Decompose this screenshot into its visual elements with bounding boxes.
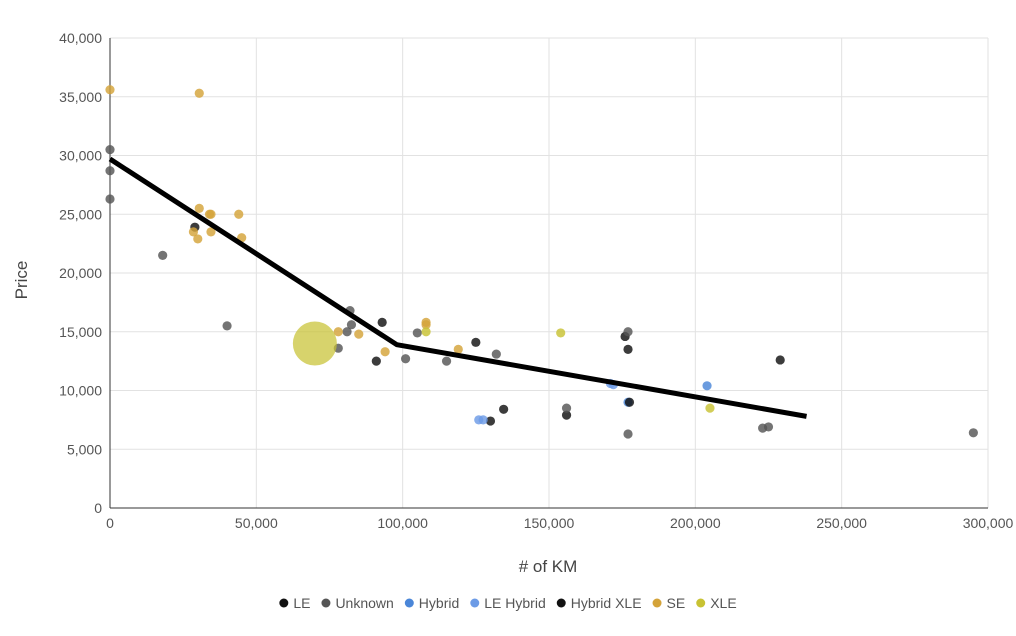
x-tick-label: 100,000 xyxy=(377,515,428,531)
legend-marker xyxy=(404,598,414,608)
legend-item: LE Hybrid xyxy=(470,595,546,611)
data-point-le xyxy=(775,355,785,365)
data-point-le xyxy=(371,356,381,366)
data-point-unknown xyxy=(342,327,352,337)
data-point-unknown xyxy=(346,320,357,330)
data-point-le xyxy=(623,344,633,354)
y-tick-label: 20,000 xyxy=(59,265,102,281)
data-point-unknown xyxy=(400,354,411,364)
data-point-xle xyxy=(292,321,337,366)
data-point-se xyxy=(234,209,244,219)
y-tick-label: 15,000 xyxy=(59,324,102,340)
data-point-xle xyxy=(705,403,715,413)
y-tick-label: 5,000 xyxy=(67,441,102,457)
data-point-se xyxy=(194,88,204,98)
data-point-le xyxy=(471,337,481,347)
data-point-xle xyxy=(421,327,431,337)
data-point-le-hybrid xyxy=(478,415,488,425)
data-point-unknown xyxy=(623,327,633,337)
data-point-le xyxy=(561,410,572,420)
legend-item: Unknown xyxy=(321,595,394,611)
y-tick-label: 35,000 xyxy=(59,89,102,105)
legend-item: LE xyxy=(279,595,310,611)
y-axis-title: Price xyxy=(12,261,31,300)
gridlines xyxy=(110,37,989,508)
legend-marker xyxy=(321,598,331,608)
x-tick-label: 50,000 xyxy=(235,515,278,531)
data-point-se xyxy=(333,327,343,337)
data-point-unknown xyxy=(968,428,978,438)
data-point-le xyxy=(485,416,496,426)
data-point-le xyxy=(377,317,387,327)
legend-label: LE xyxy=(293,595,310,611)
data-point-se xyxy=(354,329,364,339)
legend-label: SE xyxy=(667,595,686,611)
data-point-unknown xyxy=(105,194,115,204)
x-tick-label: 250,000 xyxy=(816,515,867,531)
data-point-se xyxy=(206,227,216,237)
data-point-unknown xyxy=(158,250,168,260)
data-point-se xyxy=(206,209,216,219)
data-point-unknown xyxy=(412,328,422,338)
data-point-se xyxy=(188,227,199,237)
legend-label: LE Hybrid xyxy=(484,595,545,611)
data-points xyxy=(105,85,978,439)
axes: 0 5,000 10,000 15,000 20,000 25,000 30,000 35,0… xyxy=(59,30,1013,531)
legend-label: Unknown xyxy=(335,595,393,611)
x-axis-title: # of KM xyxy=(519,557,578,576)
data-point-se xyxy=(453,344,463,354)
data-point-se xyxy=(380,347,390,357)
data-point-se xyxy=(194,203,204,213)
data-point-se xyxy=(193,234,203,244)
legend-item: XLE xyxy=(696,595,737,611)
legend: LE Unknown Hybrid LE Hybrid Hybrid XLE SE XLE xyxy=(279,595,737,611)
data-point-le xyxy=(499,404,509,414)
data-point-unknown xyxy=(222,321,232,331)
y-tick-label: 25,000 xyxy=(59,206,102,222)
data-point-unknown xyxy=(763,422,774,432)
data-point-unknown xyxy=(105,166,115,176)
legend-marker xyxy=(279,598,289,608)
data-point-unknown xyxy=(441,356,452,366)
data-point-xle xyxy=(556,328,566,338)
data-point-unknown xyxy=(561,403,572,413)
data-point-unknown xyxy=(491,349,501,359)
legend-marker xyxy=(696,598,706,608)
y-tick-label: 40,000 xyxy=(59,30,102,46)
x-tick-label: 0 xyxy=(106,515,114,531)
data-point-hybrid xyxy=(702,381,712,391)
legend-label: Hybrid XLE xyxy=(571,595,642,611)
trendline xyxy=(108,156,807,419)
x-tick-label: 150,000 xyxy=(524,515,575,531)
data-point-hybrid-xle xyxy=(624,397,635,407)
legend-marker xyxy=(652,598,662,608)
legend-label: Hybrid xyxy=(419,595,459,611)
y-tick-label: 10,000 xyxy=(59,383,102,399)
y-tick-label: 30,000 xyxy=(59,148,102,164)
legend-item: Hybrid XLE xyxy=(556,595,642,611)
x-tick-label: 200,000 xyxy=(670,515,721,531)
y-tick-label: 0 xyxy=(94,500,102,516)
legend-item: Hybrid xyxy=(404,595,459,611)
legend-marker xyxy=(556,598,566,608)
data-point-unknown xyxy=(105,145,115,155)
trendline-layer xyxy=(108,156,807,419)
legend-item: SE xyxy=(652,595,686,611)
data-point-se xyxy=(105,85,115,95)
legend-label: XLE xyxy=(710,595,736,611)
legend-marker xyxy=(470,598,480,608)
data-point-unknown xyxy=(623,429,633,439)
data-point-se xyxy=(421,320,431,330)
x-tick-label: 300,000 xyxy=(963,515,1014,531)
